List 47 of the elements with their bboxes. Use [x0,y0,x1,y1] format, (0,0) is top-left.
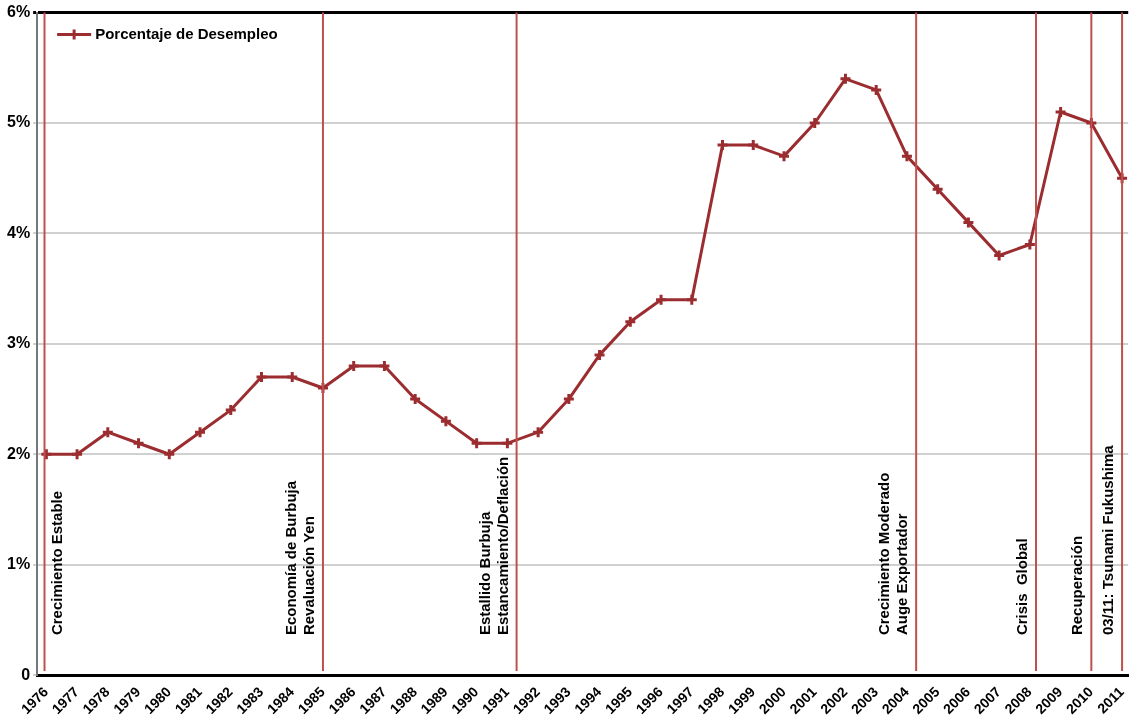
ref-line-label: Crisis Global [1013,538,1031,636]
ref-line-label: Crecimiento Moderado Auge Exportador [875,472,911,636]
point [500,436,514,450]
point [70,447,84,461]
point [193,425,207,439]
y-tick-label: 4% [7,223,31,241]
legend-label: Porcentaje de Desempleo [95,24,278,42]
point [869,83,883,97]
y-tick-label: 6% [7,3,31,21]
point [285,370,299,384]
point [408,392,422,406]
point [470,436,484,450]
point [961,215,975,229]
y-tick-label: 1% [7,555,31,573]
point [224,403,238,417]
point [900,149,914,163]
point [931,182,945,196]
ref-line-label: 03/11: Tsunami Fukushima [1099,444,1117,636]
point [439,414,453,428]
point [777,149,791,163]
ref-line-label: Recuperación [1068,535,1086,636]
y-tick-label: 3% [7,334,31,352]
point [1023,237,1037,251]
point [654,293,668,307]
ref-line-label: Crecimiento Estable [47,490,65,636]
ref-line-label: Economía de Burbuja Revaluación Yen [282,480,318,636]
y-tick-label: 0 [21,665,31,683]
point [593,348,607,362]
point [716,138,730,152]
point [162,447,176,461]
point [838,72,852,86]
point [377,359,391,373]
point [562,392,576,406]
point [347,359,361,373]
point [992,249,1006,263]
point [685,293,699,307]
point [101,425,115,439]
point [531,425,545,439]
point [808,116,822,130]
point [623,315,637,329]
point [254,370,268,384]
ref-line-label: Estallido Burbuja Estancamiento/Deflación [475,456,511,636]
y-tick-label: 5% [7,113,31,131]
point [746,138,760,152]
point [1054,105,1068,119]
point [132,436,146,450]
y-tick-label: 2% [7,444,31,462]
